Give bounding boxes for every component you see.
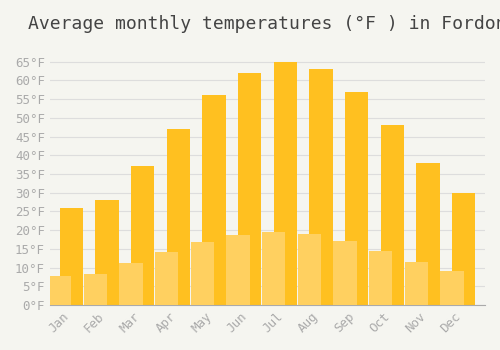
Bar	[96, 200, 118, 305]
Bar	[369, 251, 392, 305]
Bar	[416, 163, 440, 305]
Bar	[190, 242, 214, 305]
Bar	[334, 241, 356, 305]
Bar	[202, 95, 226, 305]
Bar	[60, 208, 83, 305]
Bar	[380, 125, 404, 305]
Bar	[226, 236, 250, 305]
Bar	[298, 234, 321, 305]
Bar	[120, 264, 142, 305]
Bar	[274, 62, 297, 305]
Bar	[238, 73, 261, 305]
Bar	[155, 252, 178, 305]
Bar	[48, 276, 72, 305]
Bar	[440, 271, 464, 305]
Bar	[262, 232, 285, 305]
Bar	[166, 129, 190, 305]
Bar	[404, 262, 428, 305]
Bar	[345, 92, 368, 305]
Bar	[84, 274, 107, 305]
Title: Average monthly temperatures (°F ) in Fordon: Average monthly temperatures (°F ) in Fo…	[28, 15, 500, 33]
Bar	[452, 193, 475, 305]
Bar	[310, 69, 332, 305]
Bar	[131, 167, 154, 305]
